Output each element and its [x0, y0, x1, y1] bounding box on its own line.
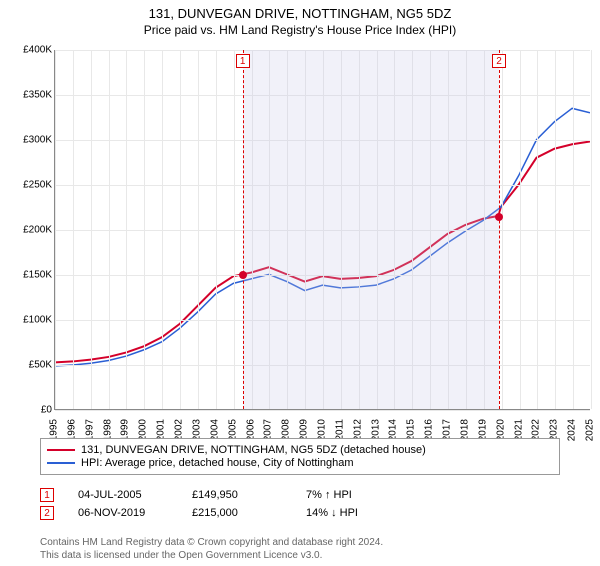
transaction-delta: 14% ↓ HPI: [306, 507, 396, 519]
legend-swatch: [47, 449, 75, 451]
grid-line-v: [144, 50, 145, 409]
y-axis: £0£50K£100K£150K£200K£250K£300K£350K£400…: [10, 50, 54, 410]
grid-line-v: [109, 50, 110, 409]
transaction-row: 1 04-JUL-2005 £149,950 7% ↑ HPI: [40, 488, 560, 502]
y-tick-label: £100K: [23, 315, 52, 326]
y-tick-label: £300K: [23, 135, 52, 146]
y-tick-label: £350K: [23, 90, 52, 101]
chart-area: £0£50K£100K£150K£200K£250K£300K£350K£400…: [10, 50, 590, 430]
y-tick-label: £150K: [23, 270, 52, 281]
marker-line: [499, 50, 500, 409]
legend-item: HPI: Average price, detached house, City…: [47, 457, 553, 469]
legend-label: HPI: Average price, detached house, City…: [81, 457, 354, 469]
grid-line-v: [91, 50, 92, 409]
footer-line2: This data is licensed under the Open Gov…: [40, 549, 560, 562]
marker-box: 2: [492, 54, 506, 68]
grid-line-v: [126, 50, 127, 409]
marker-dot: [495, 213, 503, 221]
legend-label: 131, DUNVEGAN DRIVE, NOTTINGHAM, NG5 5DZ…: [81, 444, 426, 456]
grid-line-v: [55, 50, 56, 409]
grid-line-v: [591, 50, 592, 409]
chart-title: 131, DUNVEGAN DRIVE, NOTTINGHAM, NG5 5DZ: [0, 6, 600, 21]
y-tick-label: £0: [41, 405, 52, 416]
transaction-row: 2 06-NOV-2019 £215,000 14% ↓ HPI: [40, 506, 560, 520]
transaction-price: £149,950: [192, 489, 282, 501]
grid-line-v: [555, 50, 556, 409]
transaction-marker: 2: [40, 506, 54, 520]
plot-area: 12: [54, 50, 590, 410]
x-tick-label: 2024: [567, 419, 578, 441]
grid-line-v: [73, 50, 74, 409]
y-tick-label: £250K: [23, 180, 52, 191]
transaction-price: £215,000: [192, 507, 282, 519]
y-tick-label: £50K: [29, 360, 52, 371]
grid-line-v: [198, 50, 199, 409]
y-tick-label: £200K: [23, 225, 52, 236]
grid-line-v: [234, 50, 235, 409]
grid-line-v: [502, 50, 503, 409]
marker-dot: [239, 271, 247, 279]
transaction-table: 1 04-JUL-2005 £149,950 7% ↑ HPI 2 06-NOV-2019…: [40, 484, 560, 524]
transaction-date: 06-NOV-2019: [78, 507, 168, 519]
y-tick-label: £400K: [23, 45, 52, 56]
marker-line: [243, 50, 244, 409]
chart-container: 131, DUNVEGAN DRIVE, NOTTINGHAM, NG5 5DZ…: [0, 6, 600, 566]
x-tick-label: 2025: [585, 419, 596, 441]
x-axis: 1995199619971998199920002001200220032004…: [54, 410, 590, 430]
grid-line-v: [537, 50, 538, 409]
legend-box: 131, DUNVEGAN DRIVE, NOTTINGHAM, NG5 5DZ…: [40, 438, 560, 475]
footer-text: Contains HM Land Registry data © Crown c…: [40, 536, 560, 562]
grid-line-v: [180, 50, 181, 409]
transaction-marker: 1: [40, 488, 54, 502]
marker-box: 1: [236, 54, 250, 68]
legend-item: 131, DUNVEGAN DRIVE, NOTTINGHAM, NG5 5DZ…: [47, 444, 553, 456]
grid-line-v: [573, 50, 574, 409]
transaction-delta: 7% ↑ HPI: [306, 489, 396, 501]
legend-swatch: [47, 462, 75, 464]
grid-line-v: [162, 50, 163, 409]
shade-band: [243, 50, 499, 409]
footer-line1: Contains HM Land Registry data © Crown c…: [40, 536, 560, 549]
grid-line-v: [216, 50, 217, 409]
grid-line-v: [520, 50, 521, 409]
transaction-date: 04-JUL-2005: [78, 489, 168, 501]
chart-subtitle: Price paid vs. HM Land Registry's House …: [0, 23, 600, 37]
